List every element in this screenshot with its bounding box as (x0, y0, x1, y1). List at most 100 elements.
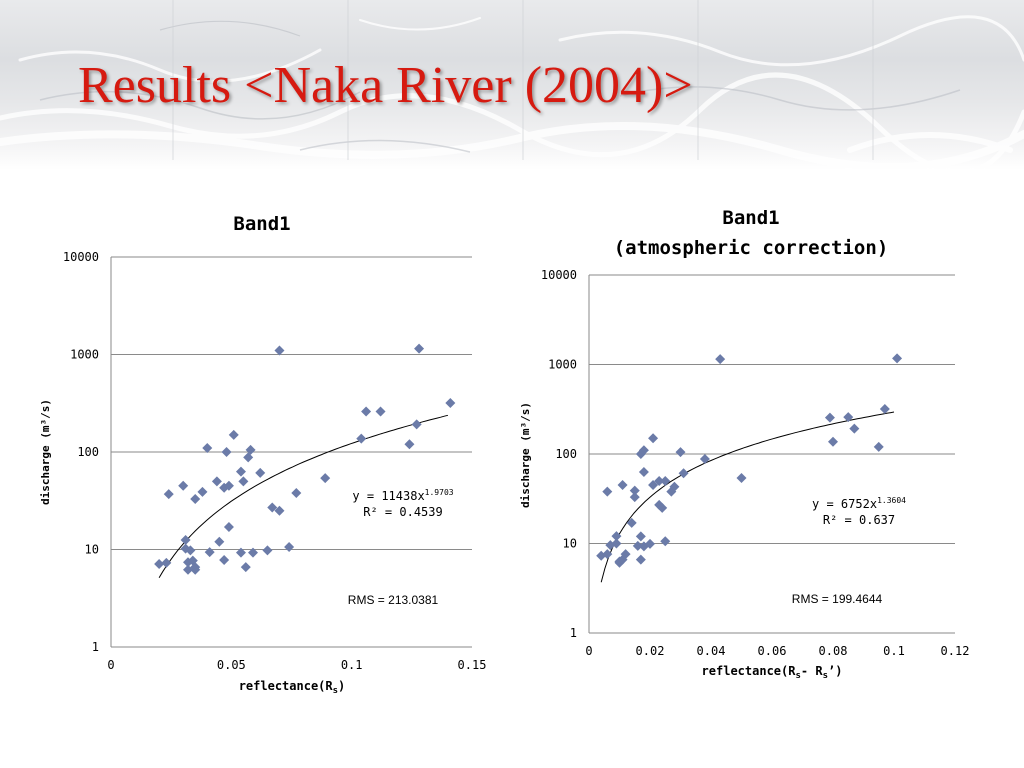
tick-labels: 1 10 100 1000 10000 0 0.02 0.04 0.06 0.08 0.1 0.12 (541, 268, 970, 658)
y-tick-label: 10 (85, 543, 99, 557)
chart-subtitle: (atmospheric correction) (614, 237, 889, 259)
x-tick-label: 0.02 (636, 644, 665, 658)
data-point (602, 549, 613, 560)
r-squared-label: R² = 0.4539 (363, 505, 442, 519)
data-point (675, 447, 686, 458)
trendline-equation: y = 6752x1.3604 (812, 496, 906, 511)
x-tick-label: 0.08 (819, 644, 848, 658)
data-point (892, 353, 903, 364)
slide-header: Results <Naka River (2004)> (0, 0, 1024, 170)
y-tick-label: 10000 (541, 268, 577, 282)
data-point (638, 445, 649, 456)
data-point (660, 536, 671, 547)
data-point (736, 472, 747, 483)
data-point (617, 480, 628, 491)
data-point (414, 343, 425, 354)
y-tick-label: 100 (555, 447, 577, 461)
data-point (678, 468, 689, 479)
data-point (291, 487, 302, 498)
data-point (654, 475, 665, 486)
data-point (204, 547, 215, 558)
tick-labels: 1 10 100 1000 10000 0 0.05 0.1 0.15 (63, 250, 487, 672)
chart-title: Band1 (722, 207, 779, 229)
y-tick-label: 10000 (63, 250, 99, 264)
x-tick-label: 0.1 (341, 658, 363, 672)
data-point (190, 493, 201, 504)
data-point (648, 480, 659, 491)
y-tick-label: 1 (570, 626, 577, 640)
data-point (611, 531, 622, 542)
data-point (180, 535, 191, 546)
data-point (635, 531, 646, 542)
data-point (629, 492, 640, 503)
x-axis-label: reflectance(Rs) (239, 679, 346, 696)
trendline-equation: y = 11438x1.9703 (352, 488, 453, 503)
y-tick-label: 100 (77, 445, 99, 459)
data-point (620, 549, 631, 560)
data-point (843, 412, 854, 423)
data-point (635, 554, 646, 565)
data-point (411, 419, 422, 430)
data-point (223, 522, 234, 533)
x-tick-label: 0.15 (458, 658, 487, 672)
data-point (657, 502, 668, 513)
chart-title: Band1 (233, 213, 290, 235)
y-tick-label: 10 (563, 537, 577, 551)
data-point (235, 547, 246, 558)
rms-label: RMS = 199.4644 (792, 592, 883, 606)
data-point (445, 398, 456, 409)
y-axis-label: discharge (m³/s) (39, 399, 52, 505)
data-point (356, 433, 367, 444)
y-tick-label: 1000 (548, 358, 577, 372)
data-point (228, 429, 239, 440)
y-tick-label: 1 (92, 640, 99, 654)
data-points (596, 353, 903, 568)
data-point (660, 475, 671, 486)
data-point (626, 517, 637, 528)
data-point (828, 436, 838, 447)
data-point (611, 538, 622, 549)
data-point (648, 433, 659, 444)
data-point (645, 538, 655, 549)
data-point (274, 345, 285, 356)
data-point (240, 562, 251, 573)
data-point (361, 406, 372, 417)
x-tick-label: 0.04 (697, 644, 726, 658)
y-tick-label: 1000 (70, 348, 99, 362)
data-point (404, 439, 415, 450)
data-point (202, 442, 213, 453)
data-point (262, 545, 273, 556)
data-point (284, 542, 295, 553)
data-point (238, 476, 249, 487)
data-point (197, 486, 208, 497)
data-point (221, 447, 232, 457)
x-tick-label: 0 (107, 658, 114, 672)
data-point (699, 453, 710, 464)
data-point (247, 547, 258, 558)
data-point (629, 485, 640, 496)
data-point (669, 481, 680, 492)
x-tick-label: 0.06 (758, 644, 787, 658)
data-point (178, 480, 189, 491)
data-point (243, 452, 254, 463)
x-tick-label: 0.12 (941, 644, 970, 658)
rms-label: RMS = 213.0381 (348, 593, 439, 607)
y-axis-label: discharge (m³/s) (519, 402, 532, 508)
data-point (267, 502, 278, 513)
x-axis-label: reflectance(Rs- Rs’) (702, 664, 843, 681)
data-point (219, 555, 230, 566)
data-point (223, 480, 234, 491)
data-point (274, 505, 285, 516)
data-point (602, 486, 613, 497)
data-point (245, 444, 256, 455)
data-point (715, 354, 726, 365)
gridlines (589, 274, 955, 634)
marble-texture-background (0, 0, 1024, 170)
data-point (255, 467, 266, 478)
x-tick-label: 0.05 (217, 658, 246, 672)
data-point (185, 545, 196, 556)
data-point (375, 406, 386, 417)
data-point (879, 404, 890, 415)
